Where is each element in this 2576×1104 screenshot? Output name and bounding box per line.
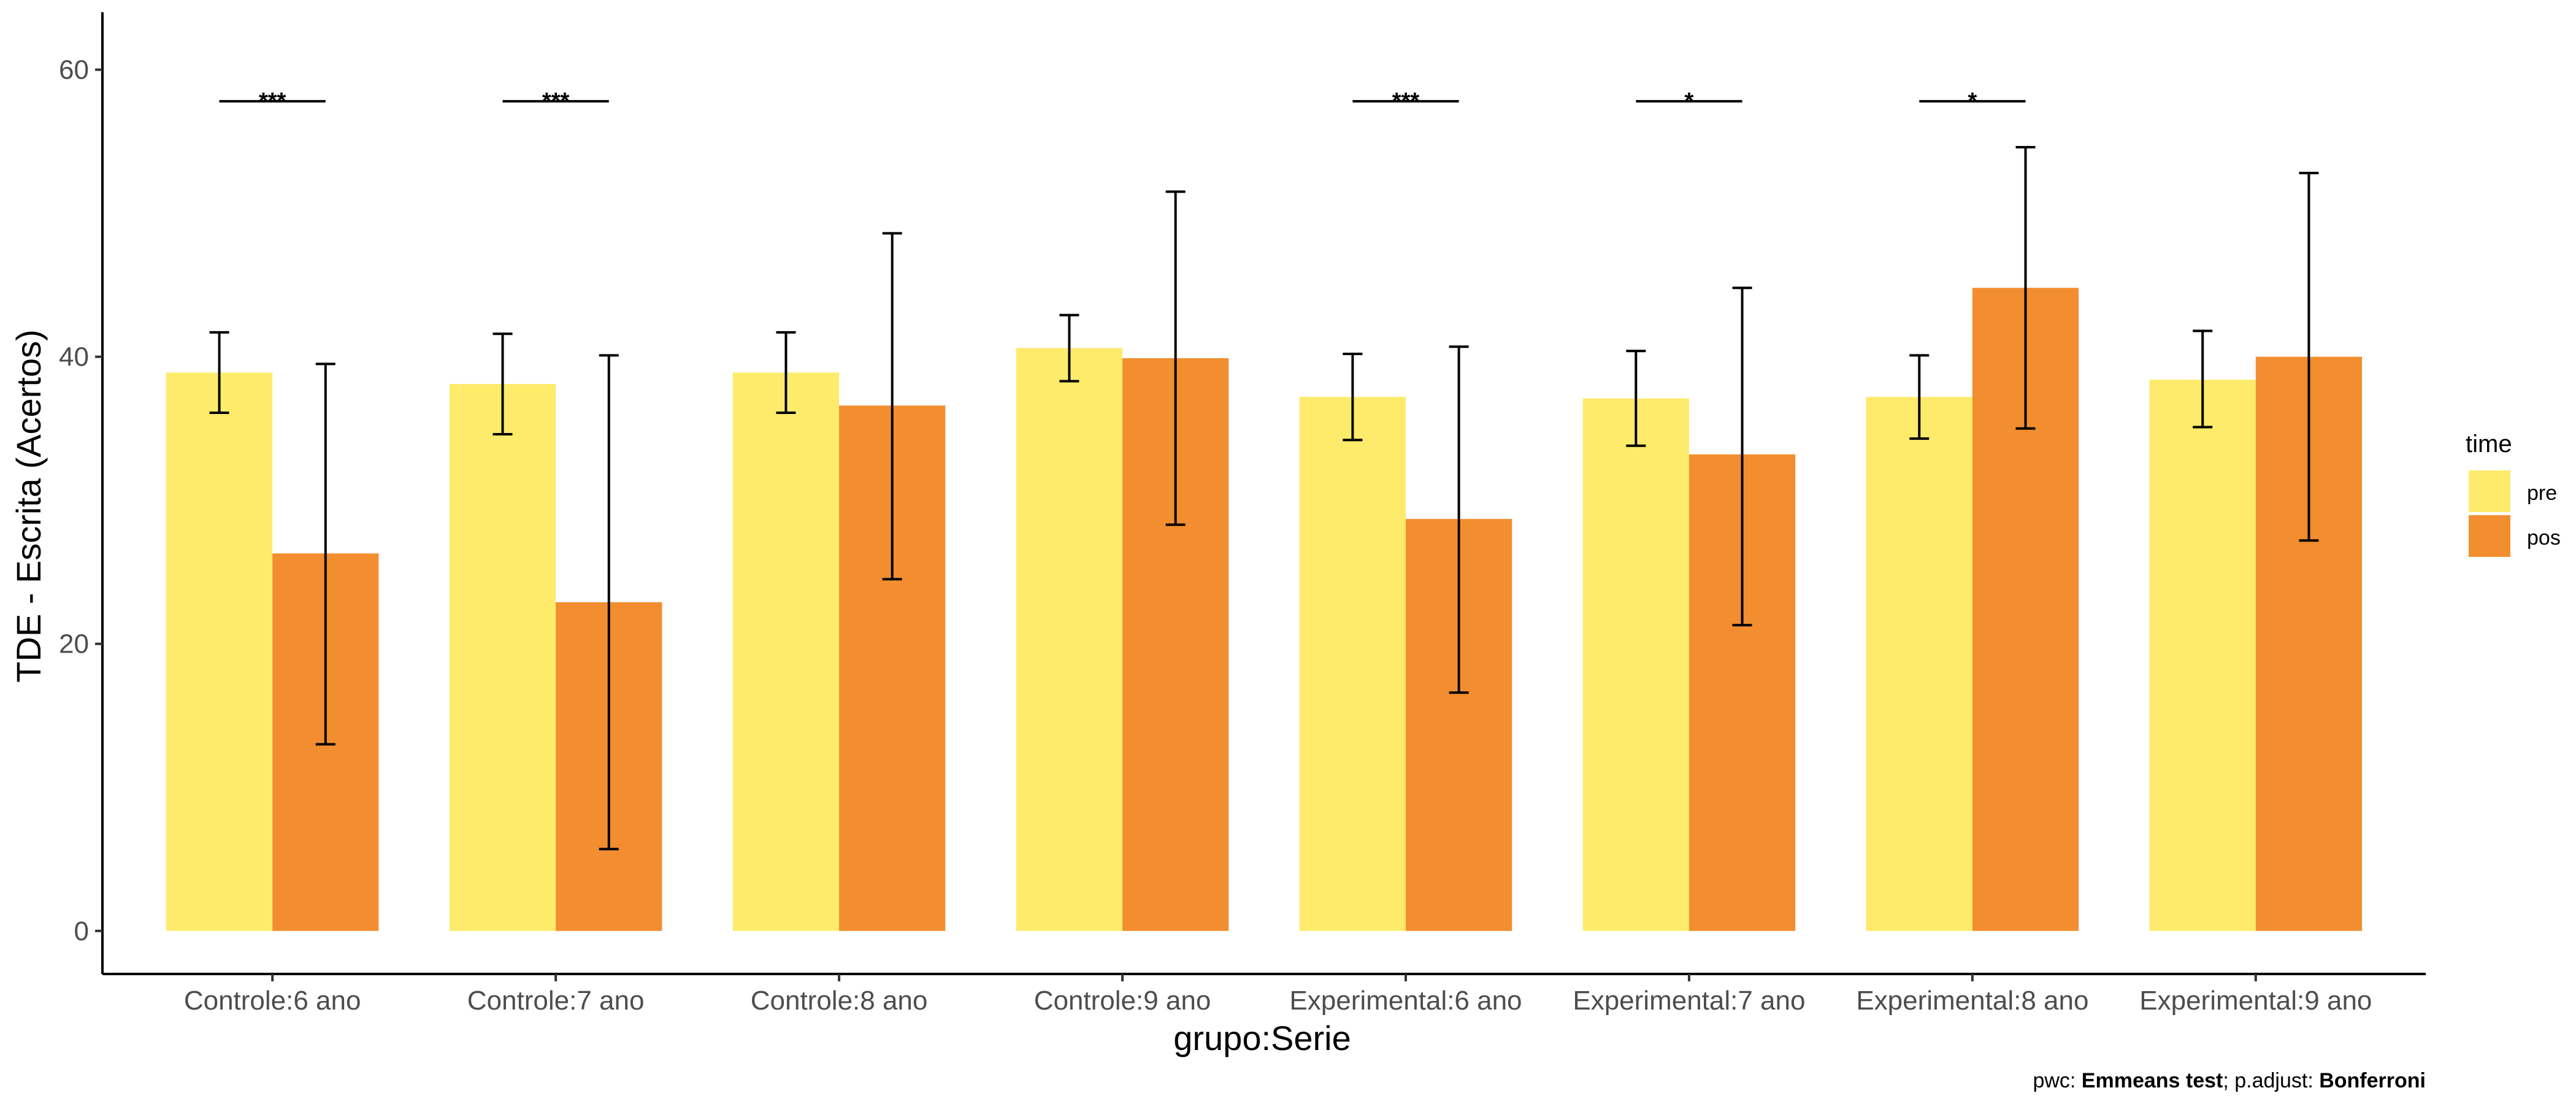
- bar-pre-0: [166, 372, 273, 931]
- errorbar-pre-7: [2193, 329, 2213, 429]
- significance-label-1: ***: [542, 88, 570, 114]
- bar-pre-5: [1582, 398, 1689, 931]
- bar-pre-4: [1299, 397, 1406, 931]
- y-tick-label-0: 0: [74, 916, 89, 946]
- errorbar-pre-2: [776, 331, 796, 414]
- significance-label-5: *: [1685, 88, 1694, 114]
- errorbar-pre-1: [493, 332, 513, 436]
- legend-label-pos: pos: [2527, 526, 2561, 550]
- errorbar-pos-6: [2015, 145, 2036, 430]
- bar-pre-6: [1866, 397, 1972, 931]
- errorbar-pos-4: [1449, 345, 1469, 694]
- x-tick-label-6: Experimental:8 ano: [1856, 986, 2088, 1016]
- y-tick-label-60: 60: [59, 55, 89, 85]
- bar-pre-7: [2149, 380, 2256, 931]
- errorbar-pos-2: [882, 232, 902, 581]
- significance-label-6: *: [1968, 88, 1977, 114]
- errorbar-pos-5: [1732, 286, 1752, 627]
- series-pos-bars: [272, 288, 2363, 931]
- errorbar-pos-3: [1165, 190, 1186, 526]
- legend-title: time: [2466, 431, 2512, 458]
- errorbar-pos-0: [315, 362, 335, 746]
- bar-pre-2: [732, 372, 840, 931]
- caption-middle: ; p.adjust:: [2223, 1069, 2319, 1092]
- bar-pre-3: [1016, 348, 1123, 931]
- y-axis-ticks: 0 20 40 60: [59, 55, 102, 946]
- significance-label-0: ***: [259, 88, 286, 114]
- x-tick-label-3: Controle:9 ano: [1034, 986, 1211, 1016]
- errorbar-pre-0: [209, 331, 229, 414]
- error-bars: [209, 145, 2319, 851]
- significance-annotations: *** *** *** * *: [219, 88, 2026, 114]
- y-axis-title: TDE - Escrita (Acertos): [9, 329, 48, 683]
- errorbar-pre-6: [1909, 354, 1930, 440]
- errorbar-pre-5: [1626, 350, 1646, 447]
- x-tick-label-5: Experimental:7 ano: [1573, 986, 1805, 1016]
- y-tick-label-20: 20: [59, 629, 89, 659]
- x-tick-label-7: Experimental:9 ano: [2139, 986, 2372, 1016]
- x-tick-label-2: Controle:8 ano: [751, 986, 928, 1016]
- series-pre-bars: [166, 348, 2256, 931]
- legend-label-pre: pre: [2527, 481, 2557, 505]
- caption: pwc: Emmeans test; p.adjust: Bonferroni: [2033, 1069, 2426, 1092]
- bar-pre-1: [449, 384, 556, 931]
- x-tick-label-0: Controle:6 ano: [184, 986, 361, 1016]
- x-axis-title: grupo:Serie: [1173, 1019, 1351, 1057]
- x-axis-ticks: Controle:6 ano Controle:7 ano Controle:8 a…: [184, 974, 2372, 1016]
- x-tick-label-1: Controle:7 ano: [467, 986, 645, 1016]
- errorbar-pre-3: [1059, 313, 1079, 383]
- x-tick-label-4: Experimental:6 ano: [1289, 986, 1522, 1016]
- legend-swatch-pre: [2469, 470, 2510, 512]
- y-tick-label-40: 40: [59, 342, 89, 372]
- errorbar-pos-7: [2299, 172, 2319, 542]
- errorbar-pos-1: [599, 354, 619, 851]
- legend: time pre pos: [2466, 431, 2561, 557]
- legend-swatch-pos: [2469, 515, 2510, 557]
- caption-method: Bonferroni: [2319, 1069, 2426, 1092]
- caption-prefix: pwc:: [2033, 1069, 2081, 1092]
- caption-test: Emmeans test: [2082, 1069, 2223, 1092]
- errorbar-pre-4: [1343, 352, 1363, 442]
- significance-label-4: ***: [1392, 88, 1420, 114]
